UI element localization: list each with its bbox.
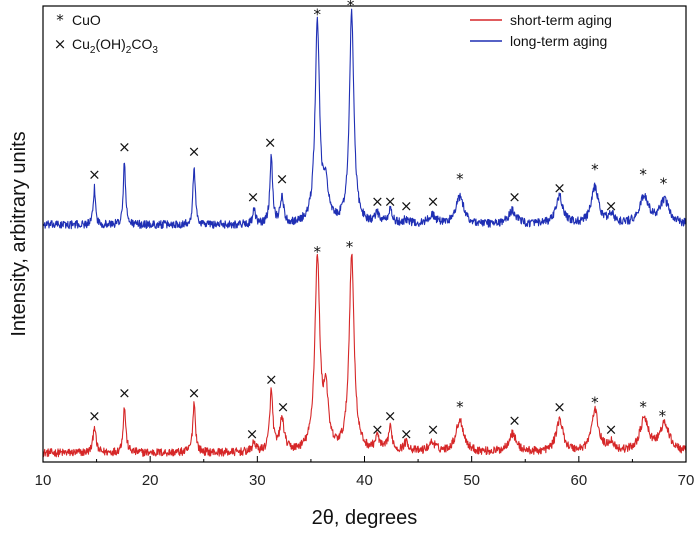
cuo-peak-marker: * (456, 398, 464, 416)
legend-label-long-term-aging: long-term aging (510, 33, 607, 49)
cuo-peak-marker: * (314, 243, 322, 261)
x-axis-title: 2θ, degrees (312, 507, 418, 529)
carbonate-peak-marker: × (118, 384, 131, 402)
x-tick-label: 40 (356, 472, 373, 489)
phase-legend-label: CuO (72, 12, 101, 28)
peak-annotations: ×× ××××* *××× ×*×× *×**×× ××××**× × × ×*××*×** (88, 0, 668, 443)
cuo-peak-marker: * (456, 170, 464, 188)
x-tick-label: 60 (570, 472, 587, 489)
phase-legend: * CuO × Cu2(OH)2CO3 (54, 11, 159, 56)
carbonate-peak-marker: × (277, 398, 290, 416)
x-tick-label: 20 (142, 472, 159, 489)
carbonate-peak-marker: × (427, 421, 440, 439)
carbonate-peak-marker: × (400, 197, 413, 215)
carbonate-peak-marker: × (88, 407, 101, 425)
series-legend: short-term aging long-term aging (470, 12, 612, 49)
carbonate-peak-marker: × (605, 421, 618, 439)
carbonate-peak-marker: × (188, 384, 201, 402)
carbonate-peak-marker: × (276, 170, 289, 188)
carbonate-peak-marker: × (384, 407, 397, 425)
carbonate-peak-marker: × (247, 188, 260, 206)
carbonate-peak-marker: × (553, 179, 566, 197)
legend-label-short-term-aging: short-term aging (510, 12, 612, 28)
carbonate-peak-marker: × (264, 133, 277, 151)
y-axis-title: Intensity, arbitrary units (8, 131, 30, 336)
phase-legend-symbol: × (54, 35, 67, 53)
carbonate-peak-marker: × (605, 197, 618, 215)
cuo-peak-marker: * (659, 407, 667, 425)
cuo-peak-marker: * (639, 165, 647, 183)
cuo-peak-marker: * (347, 0, 355, 15)
carbonate-peak-marker: × (118, 138, 131, 156)
cuo-peak-marker: * (591, 393, 599, 411)
carbonate-peak-marker: × (427, 193, 440, 211)
carbonate-peak-marker: × (371, 193, 384, 211)
phase-legend-symbol: * (56, 11, 64, 29)
carbonate-peak-marker: × (400, 425, 413, 443)
x-tick-label: 70 (678, 472, 695, 489)
x-axis: 10 20 30 40 50 60 70 (35, 456, 695, 489)
plot-frame (42, 5, 687, 463)
cuo-peak-marker: * (314, 6, 322, 24)
series-line-long-term-aging (42, 8, 687, 230)
carbonate-peak-marker: × (188, 143, 201, 161)
x-tick-label: 50 (463, 472, 480, 489)
carbonate-peak-marker: × (384, 193, 397, 211)
series-line-short-term-aging (42, 253, 687, 458)
cuo-peak-marker: * (660, 174, 668, 192)
carbonate-peak-marker: × (246, 425, 259, 443)
cuo-peak-marker: * (639, 398, 647, 416)
carbonate-peak-marker: × (371, 421, 384, 439)
carbonate-peak-marker: × (88, 165, 101, 183)
cuo-peak-marker: * (591, 161, 599, 179)
carbonate-peak-marker: × (553, 398, 566, 416)
plot-lines (42, 8, 687, 458)
x-tick-label: 10 (35, 472, 52, 489)
cuo-peak-marker: * (346, 238, 354, 256)
x-tick-label: 30 (249, 472, 266, 489)
carbonate-peak-marker: × (508, 188, 521, 206)
phase-legend-label: Cu2(OH)2CO3 (72, 36, 158, 56)
carbonate-peak-marker: × (265, 371, 278, 389)
carbonate-peak-marker: × (508, 412, 521, 430)
